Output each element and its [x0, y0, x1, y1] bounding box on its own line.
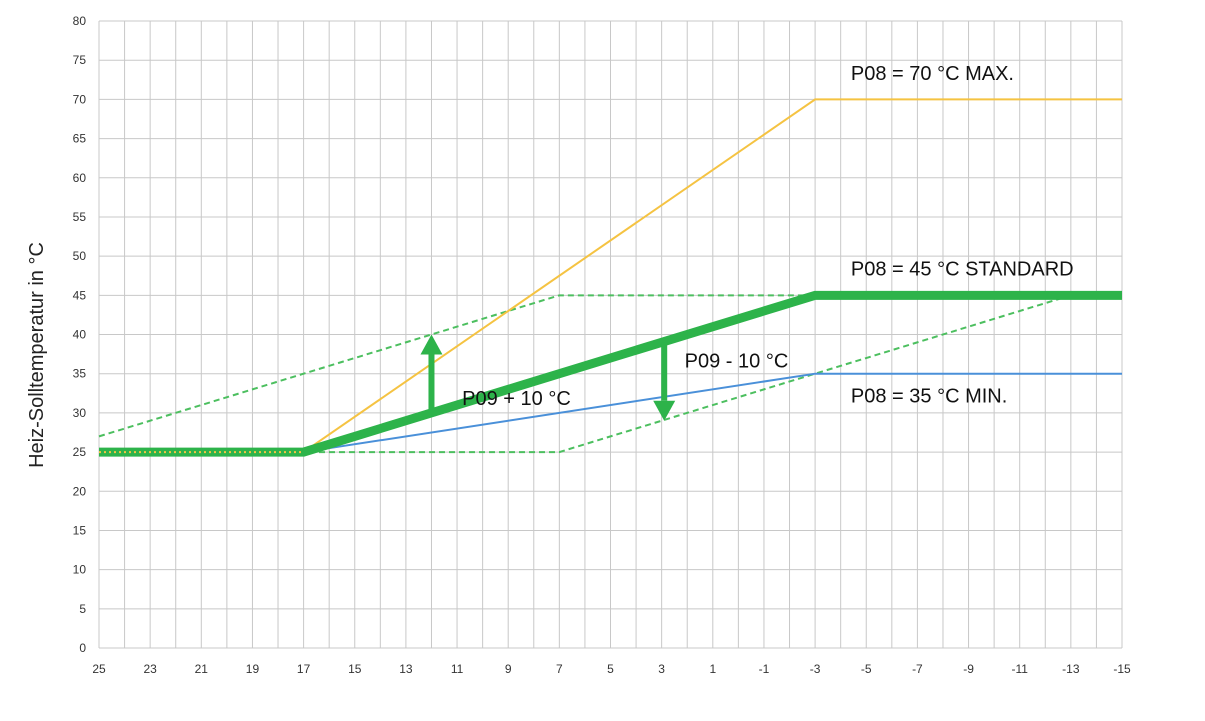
y-tick-label: 55 [73, 210, 87, 224]
y-tick-label: 40 [73, 328, 87, 342]
y-tick-label: 70 [73, 92, 87, 106]
x-tick-label: 19 [246, 662, 260, 676]
series-lines [98, 98, 1122, 457]
x-tick-label: -13 [1062, 662, 1080, 676]
gridlines [98, 20, 1123, 649]
arrow-head [420, 334, 443, 355]
x-tick-label: 17 [297, 662, 311, 676]
y-tick-label: 45 [73, 288, 87, 302]
shift-arrows [420, 334, 676, 421]
series-line [99, 290, 1122, 457]
x-tick-label: -3 [810, 662, 821, 676]
y-tick-label: 75 [73, 53, 87, 67]
x-tick-label: 21 [195, 662, 209, 676]
annotation-label: P09 - 10 °C [685, 350, 789, 372]
x-tick-label: 25 [92, 662, 106, 676]
y-tick-label: 5 [79, 602, 86, 616]
x-tick-label: 15 [348, 662, 362, 676]
x-tick-label: -1 [759, 662, 770, 676]
y-tick-label: 65 [73, 132, 87, 146]
y-tick-label: 0 [79, 641, 86, 655]
series-line [303, 98, 1122, 453]
x-tick-label: -7 [912, 662, 923, 676]
y-tick-label: 25 [73, 445, 87, 459]
x-tick-label: 9 [505, 662, 512, 676]
y-tick-label: 60 [73, 171, 87, 185]
x-tick-label: -11 [1011, 662, 1028, 676]
x-tick-label: -9 [963, 662, 974, 676]
annotations: P08 = 70 °C MAX. P08 = 45 °C STANDARD P08 … [462, 63, 1073, 410]
x-axis-ticks: 25 23 21 19 17 15 13 11 9 7 5 3 1 -1 -3 -5 -7 -9 -11 -13 -15 [92, 662, 1131, 676]
y-tick-label: 80 [73, 14, 87, 28]
y-tick-label: 15 [73, 523, 87, 537]
annotation-label: P08 = 70 °C MAX. [851, 63, 1014, 85]
arrow-head [653, 400, 676, 421]
y-tick-label: 30 [73, 406, 87, 420]
series-line [303, 372, 1122, 454]
x-tick-label: 11 [451, 662, 464, 676]
y-tick-label: 20 [73, 484, 87, 498]
x-tick-label: -15 [1113, 662, 1131, 676]
y-tick-label: 50 [73, 249, 87, 263]
y-tick-label: 35 [73, 367, 87, 381]
x-tick-label: 13 [399, 662, 413, 676]
y-axis-label: Heiz-Solltemperatur in °C [26, 242, 48, 468]
x-tick-label: 7 [556, 662, 563, 676]
x-tick-label: 5 [607, 662, 614, 676]
x-tick-label: 3 [658, 662, 665, 676]
y-tick-label: 10 [73, 563, 87, 577]
annotation-label: P08 = 35 °C MIN. [851, 386, 1007, 408]
annotation-label: P08 = 45 °C STANDARD [851, 259, 1074, 281]
x-tick-label: 1 [709, 662, 716, 676]
annotation-label: P09 + 10 °C [462, 388, 571, 410]
x-tick-label: -5 [861, 662, 872, 676]
x-tick-label: 23 [143, 662, 157, 676]
dashed-range-line [98, 294, 816, 438]
y-axis-ticks: 0 5 10 15 20 25 30 35 40 45 50 55 60 65 70 75 80 [73, 14, 87, 655]
